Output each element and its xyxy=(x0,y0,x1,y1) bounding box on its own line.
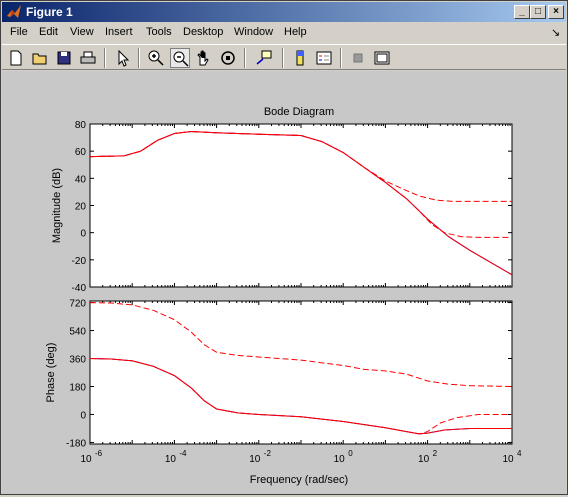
figure-canvas: Bode Diagram Frequency (rad/sec) -40 -20 0… xyxy=(2,71,566,494)
hide-plot-tools-icon[interactable] xyxy=(348,48,368,68)
x-axis-label: Frequency (rad/sec) xyxy=(250,474,348,486)
toolbar-separator xyxy=(104,48,106,68)
window-title: Figure 1 xyxy=(26,5,73,19)
minimize-button[interactable]: _ xyxy=(514,5,530,19)
new-figure-icon[interactable] xyxy=(6,48,26,68)
edit-plot-arrow-icon[interactable] xyxy=(112,48,132,68)
menu-window[interactable]: Window xyxy=(234,26,274,38)
series-line-0-3 xyxy=(89,130,512,238)
y-tick-label: -20 xyxy=(72,256,87,267)
x-tick-exponent: 2 xyxy=(433,449,438,458)
y-tick-label: 720 xyxy=(69,299,86,310)
open-file-icon[interactable] xyxy=(30,48,50,68)
print-icon[interactable] xyxy=(78,48,98,68)
matlab-logo-icon xyxy=(7,5,21,18)
data-cursor-icon[interactable] xyxy=(254,48,274,68)
menu-edit[interactable]: Edit xyxy=(39,26,58,38)
toolbar-separator xyxy=(138,48,140,68)
title-bar[interactable]: Figure 1 _ □ × xyxy=(2,2,566,22)
close-button[interactable]: × xyxy=(548,5,564,19)
menu-tools[interactable]: Tools xyxy=(146,26,172,38)
save-icon[interactable] xyxy=(54,48,74,68)
x-tick-label: 10 xyxy=(80,454,92,465)
x-tick-label: 10 xyxy=(165,454,177,465)
menu-bar: File Edit View Insert Tools Desktop Wind… xyxy=(2,23,566,43)
y-tick-label: 0 xyxy=(80,410,86,421)
figure-toolbar xyxy=(2,44,566,70)
axes-1 xyxy=(89,300,513,445)
insert-colorbar-icon[interactable] xyxy=(290,48,310,68)
y-tick-label: 540 xyxy=(69,327,86,338)
zoom-in-icon[interactable] xyxy=(146,48,166,68)
x-tick-exponent: -6 xyxy=(95,449,103,458)
x-tick-exponent: -4 xyxy=(179,449,187,458)
dock-arrow-icon[interactable]: ↘ xyxy=(551,27,561,39)
y-tick-label: -40 xyxy=(72,283,87,294)
menu-help[interactable]: Help xyxy=(284,26,307,38)
phase-axis-label: Phase (deg) xyxy=(45,343,57,403)
show-plot-tools-icon[interactable] xyxy=(372,48,392,68)
axes-0 xyxy=(89,123,513,288)
magnitude-axis-label: Magnitude (dB) xyxy=(51,168,63,243)
x-tick-label: 10 xyxy=(502,454,514,465)
y-tick-label: 80 xyxy=(75,120,87,131)
y-tick-label: 360 xyxy=(69,355,86,366)
rotate-3d-icon[interactable] xyxy=(218,48,238,68)
chart-title: Bode Diagram xyxy=(264,106,334,118)
x-tick-exponent: -2 xyxy=(264,449,272,458)
y-tick-label: 40 xyxy=(75,174,87,185)
zoom-out-icon[interactable] xyxy=(170,48,190,68)
menu-insert[interactable]: Insert xyxy=(105,26,133,38)
y-tick-label: 20 xyxy=(75,202,87,213)
menu-file[interactable]: File xyxy=(10,26,28,38)
y-tick-label: 0 xyxy=(80,229,86,240)
insert-legend-icon[interactable] xyxy=(314,48,334,68)
maximize-button[interactable]: □ xyxy=(530,5,546,19)
x-tick-exponent: 0 xyxy=(348,449,353,458)
series-line-1-3 xyxy=(89,358,512,435)
toolbar-separator xyxy=(340,48,342,68)
x-tick-label: 10 xyxy=(249,454,261,465)
pan-hand-icon[interactable] xyxy=(194,48,214,68)
toolbar-separator xyxy=(282,48,284,68)
x-tick-label: 10 xyxy=(334,454,346,465)
series-line-1-2 xyxy=(89,302,513,387)
toolbar-separator xyxy=(244,48,246,68)
x-tick-exponent: 4 xyxy=(517,449,522,458)
bode-plot[interactable]: Bode Diagram Frequency (rad/sec) -40-200… xyxy=(2,71,566,494)
y-tick-label: -180 xyxy=(66,438,86,449)
menu-view[interactable]: View xyxy=(70,26,94,38)
y-tick-label: 60 xyxy=(75,147,87,158)
menu-desktop[interactable]: Desktop xyxy=(183,26,224,38)
y-tick-label: 180 xyxy=(69,382,86,393)
x-tick-label: 10 xyxy=(418,454,430,465)
